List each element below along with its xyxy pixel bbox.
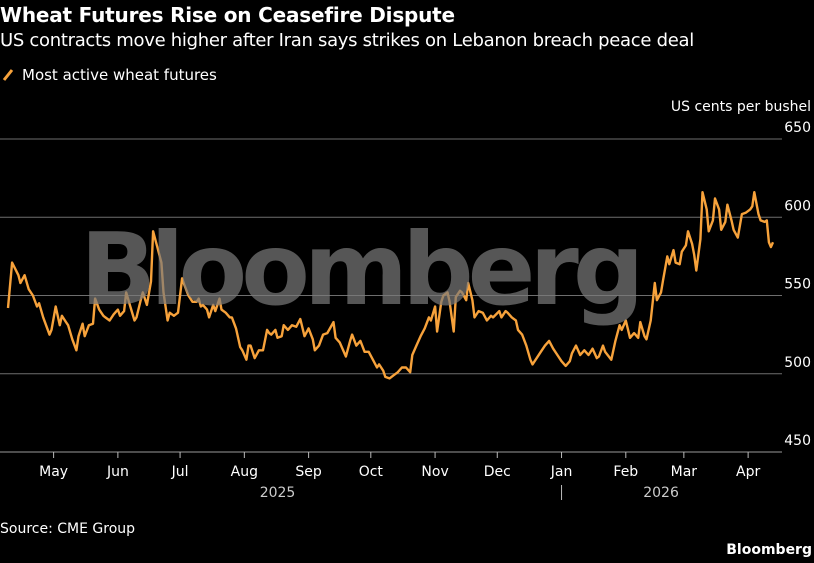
x-year-label: 2025 [260,485,296,501]
x-tick-label: May [39,464,68,480]
bloomberg-watermark: Bloomberg [80,211,638,328]
y-tick-label: 500 [784,355,811,371]
y-axis-ticks: 450 500 550 600 650 [784,120,811,449]
y-tick-label: 550 [784,277,811,293]
legend-swatch-icon [2,69,14,81]
chart-subtitle: US contracts move higher after Iran says… [0,30,694,51]
grid-lines [0,138,782,453]
x-tick-label: Jul [171,464,189,480]
x-tick-label: Sep [295,464,322,480]
x-tick-label: Apr [736,464,760,480]
x-tick-label: Jun [106,464,129,480]
y-tick-label: 450 [784,433,811,449]
x-tick-label: Oct [359,464,384,480]
x-tick-label: Jan [550,464,573,480]
legend: Most active wheat futures [2,66,217,84]
chart-title: Wheat Futures Rise on Ceasefire Dispute [0,3,455,27]
y-tick-label: 650 [784,120,811,136]
x-tick-label: Feb [613,464,638,480]
source-note: Source: CME Group [0,521,136,537]
x-tick-label: Dec [484,464,511,480]
series-line-wheat-futures [6,191,775,380]
x-tick-label: Mar [671,464,698,480]
legend-label: Most active wheat futures [22,66,217,84]
x-tick-label: Aug [231,464,258,480]
y-axis-label: US cents per bushel [671,99,811,115]
x-axis: May Jun Jul Aug Sep Oct Nov Dec Jan Feb Mar Apr 2025… [39,452,760,501]
y-tick-label: 600 [784,198,811,214]
x-tick-label: Nov [421,464,448,480]
x-year-label: 2026 [643,485,679,501]
bloomberg-logo: Bloomberg [726,542,812,558]
